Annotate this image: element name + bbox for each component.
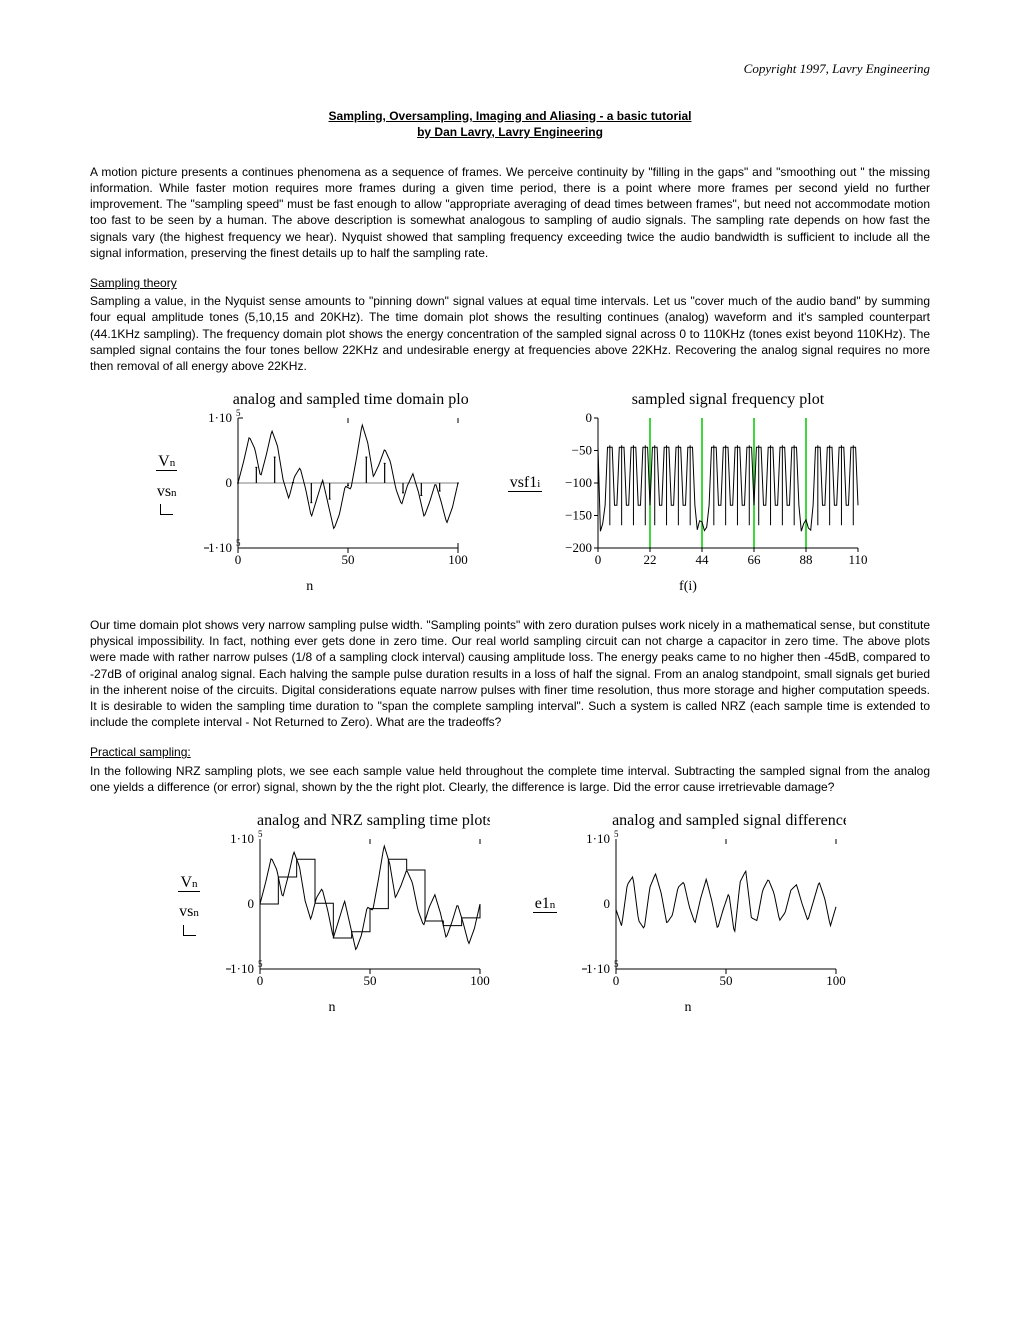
chart3-svg: analog and NRZ sampling time plots1·1050… (210, 809, 490, 999)
section-body-practical: In the following NRZ sampling plots, we … (90, 763, 930, 795)
svg-text:1·10: 1·10 (208, 410, 232, 425)
svg-text:100: 100 (470, 973, 490, 988)
svg-text:50: 50 (720, 973, 733, 988)
svg-text:sampled signal frequency plot: sampled signal frequency plot (632, 391, 825, 408)
svg-text:analog and sampled time domain: analog and sampled time domain plot (232, 391, 467, 408)
chart-nrz: Vn vsn analog and NRZ sampling time plot… (174, 809, 490, 1018)
chart-row-2: Vn vsn analog and NRZ sampling time plot… (110, 809, 910, 1018)
svg-text:analog and sampled signal diff: analog and sampled signal difference (612, 812, 846, 829)
svg-text:1·10: 1·10 (586, 961, 610, 976)
document-title: Sampling, Oversampling, Imaging and Alia… (90, 108, 930, 140)
svg-text:0: 0 (225, 475, 232, 490)
chart4-xlabel: n (685, 999, 692, 1018)
chart1-ylabels: Vn vsn (152, 451, 182, 515)
svg-text:66: 66 (748, 552, 762, 567)
chart1-xlabel: n (306, 578, 313, 597)
svg-text:0: 0 (257, 973, 264, 988)
svg-text:−150: −150 (565, 508, 592, 523)
svg-text:−200: −200 (565, 540, 592, 555)
chart-frequency: vsf1i sampled signal frequency plot 0 −50 −… (508, 388, 869, 597)
chart-time-domain: Vn vsn analog and sampled time domain pl… (152, 388, 468, 597)
chart1-svg: analog and sampled time domain plot1·105… (188, 388, 468, 578)
svg-text:1·10: 1·10 (586, 831, 610, 846)
svg-text:5: 5 (614, 829, 619, 839)
svg-text:0: 0 (604, 896, 611, 911)
section-heading-sampling-theory: Sampling theory (90, 275, 930, 291)
section-heading-practical: Practical sampling: (90, 744, 930, 760)
chart3-ylabels: Vn vsn (174, 872, 204, 936)
chart-row-1: Vn vsn analog and sampled time domain pl… (110, 388, 910, 597)
chart2-ylabels: vsf1i (508, 472, 543, 494)
svg-text:1·10: 1·10 (230, 831, 254, 846)
chart-difference: e1n analog and sampled signal difference… (530, 809, 846, 1018)
svg-text:0: 0 (586, 410, 593, 425)
svg-text:88: 88 (800, 552, 813, 567)
svg-text:1·10: 1·10 (208, 540, 232, 555)
svg-text:1·10: 1·10 (230, 961, 254, 976)
svg-text:−50: −50 (572, 443, 592, 458)
svg-text:0: 0 (595, 552, 602, 567)
svg-text:50: 50 (341, 552, 354, 567)
svg-text:50: 50 (364, 973, 377, 988)
svg-text:110: 110 (849, 552, 868, 567)
intro-paragraph: A motion picture presents a continues ph… (90, 164, 930, 261)
svg-text:−100: −100 (565, 475, 592, 490)
chart2-xlabel: f(i) (679, 578, 697, 597)
svg-text:100: 100 (448, 552, 468, 567)
chart4-svg: analog and sampled signal difference1·10… (566, 809, 846, 999)
svg-text:5: 5 (236, 408, 241, 418)
section-body-sampling-theory: Sampling a value, in the Nyquist sense a… (90, 293, 930, 374)
svg-text:0: 0 (613, 973, 620, 988)
svg-text:100: 100 (826, 973, 846, 988)
chart4-ylabels: e1n (530, 893, 560, 915)
paragraph-pulse-width: Our time domain plot shows very narrow s… (90, 617, 930, 730)
title-line-2: by Dan Lavry, Lavry Engineering (90, 124, 930, 140)
title-line-1: Sampling, Oversampling, Imaging and Alia… (329, 109, 692, 123)
svg-text:0: 0 (234, 552, 241, 567)
svg-text:analog and NRZ sampling time p: analog and NRZ sampling time plots (257, 812, 490, 829)
svg-text:44: 44 (696, 552, 710, 567)
svg-text:22: 22 (644, 552, 657, 567)
chart2-svg: sampled signal frequency plot 0 −50 −100 −15… (548, 388, 868, 578)
copyright-notice: Copyright 1997, Lavry Engineering (90, 60, 930, 78)
svg-text:0: 0 (248, 896, 255, 911)
chart3-xlabel: n (329, 999, 336, 1018)
svg-text:5: 5 (258, 829, 263, 839)
